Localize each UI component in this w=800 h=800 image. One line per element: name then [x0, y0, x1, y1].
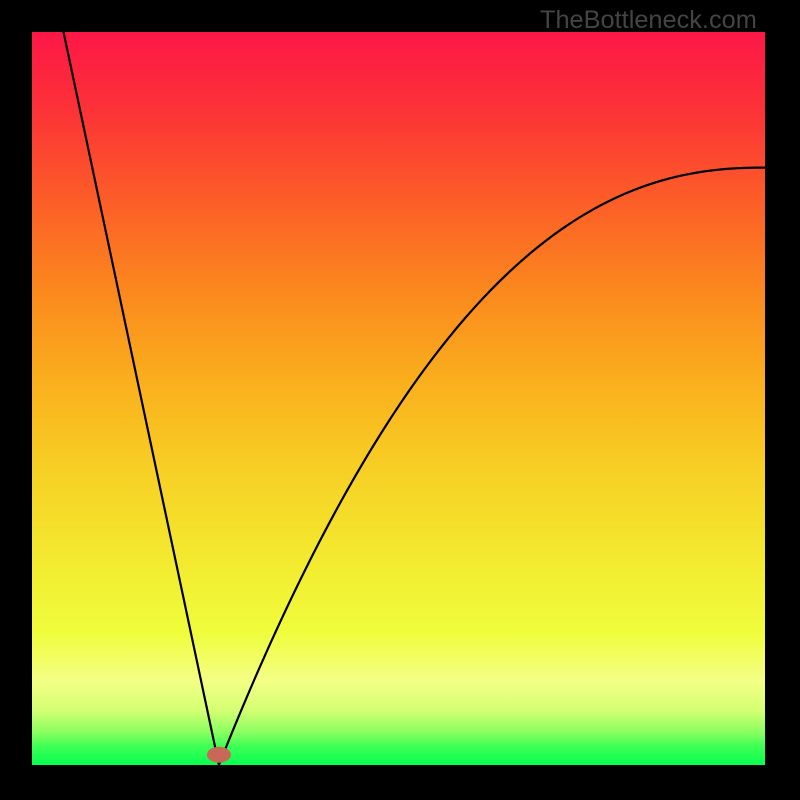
- bottleneck-curve: [64, 32, 765, 765]
- minimum-marker: [207, 747, 231, 763]
- plot-area: [32, 32, 765, 765]
- curve-layer: [32, 32, 765, 765]
- credit-text: TheBottleneck.com: [540, 6, 757, 35]
- chart-stage: TheBottleneck.com: [0, 0, 800, 800]
